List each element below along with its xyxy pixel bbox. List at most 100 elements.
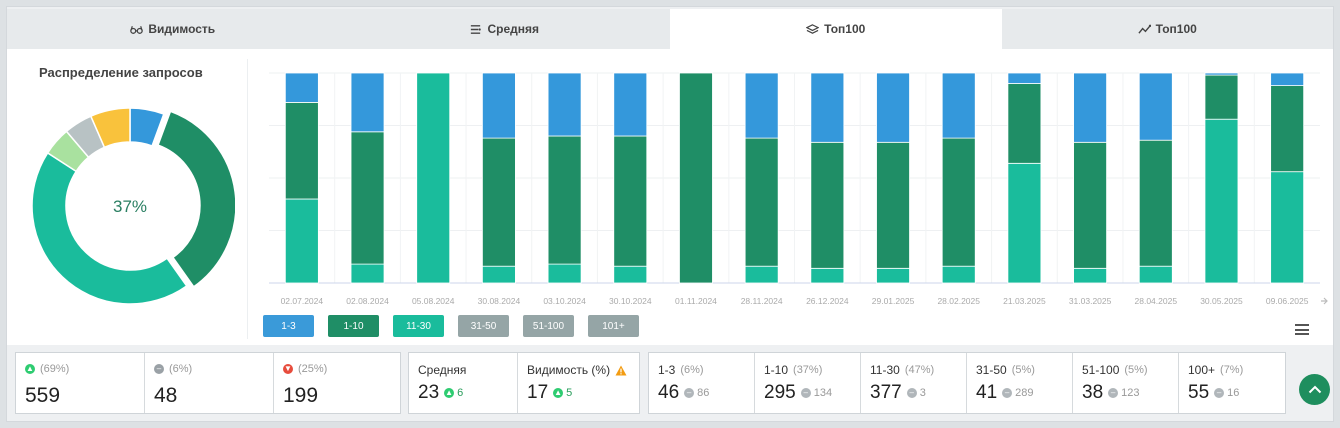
layers-icon bbox=[806, 23, 820, 34]
x-tick-label: 26.12.2024 bbox=[806, 296, 849, 306]
legend-item-101+[interactable]: 101+ bbox=[588, 315, 639, 337]
bar-1-3-30.05.2025[interactable] bbox=[1204, 72, 1239, 76]
bar-1-3-29.01.2025[interactable] bbox=[876, 72, 910, 143]
bar-1-3-30.08.2024[interactable] bbox=[482, 72, 516, 139]
bar-1-10-28.11.2024[interactable] bbox=[744, 137, 779, 267]
tab-label: Топ100 bbox=[824, 22, 866, 36]
bar-1-10-02.07.2024[interactable] bbox=[284, 102, 319, 200]
stat-group-51-100: 51-100 (5%) 38–123 bbox=[1073, 353, 1179, 413]
donut-segment-1-10[interactable] bbox=[157, 110, 235, 288]
tab-label: Видимость bbox=[148, 22, 216, 36]
x-tick-label: 05.08.2024 bbox=[412, 296, 455, 306]
bar-11-30-28.02.2025[interactable] bbox=[941, 265, 976, 284]
bar-11-30-05.08.2024[interactable] bbox=[416, 72, 451, 284]
legend-item-1-3[interactable]: 1-3 bbox=[263, 315, 314, 337]
bar-11-30-30.08.2024[interactable] bbox=[482, 265, 516, 284]
minus-circle-icon: – bbox=[1002, 388, 1013, 398]
tab-label: Средняя bbox=[487, 22, 540, 36]
hamburger-menu-icon[interactable] bbox=[1295, 324, 1309, 335]
x-tick-label: 02.07.2024 bbox=[281, 296, 324, 306]
bar-1-10-01.11.2024[interactable] bbox=[679, 72, 713, 284]
bar-11-30-26.12.2024[interactable] bbox=[810, 267, 845, 284]
x-tick-label: 21.03.2025 bbox=[1003, 296, 1046, 306]
warning-icon[interactable] bbox=[615, 365, 627, 376]
bar-1-10-30.08.2024[interactable] bbox=[482, 137, 516, 267]
bar-11-30-02.07.2024[interactable] bbox=[284, 198, 319, 284]
donut-segment-1-3[interactable] bbox=[129, 107, 165, 147]
chart-panel: Распределение запросов 37% 02.07.2024 02.… bbox=[7, 49, 1333, 345]
stat-delta: 123 bbox=[1121, 387, 1140, 399]
x-tick-label: 30.08.2024 bbox=[478, 296, 521, 306]
bar-11-30-02.08.2024[interactable] bbox=[350, 263, 385, 284]
bar-1-3-09.06.2025[interactable] bbox=[1270, 72, 1305, 87]
bar-1-3-28.04.2025[interactable] bbox=[1138, 72, 1173, 141]
bar-1-3-26.12.2024[interactable] bbox=[810, 72, 845, 143]
donut-center-label: 37% bbox=[113, 197, 147, 216]
legend-item-11-30[interactable]: 11-30 bbox=[393, 315, 444, 337]
bar-11-30-30.10.2024[interactable] bbox=[613, 265, 648, 284]
bar-1-3-21.03.2025[interactable] bbox=[1007, 72, 1042, 84]
bar-1-3-30.10.2024[interactable] bbox=[613, 72, 648, 137]
minus-circle-icon: – bbox=[800, 388, 811, 398]
x-tick-label: 01.11.2024 bbox=[675, 296, 717, 306]
legend-item-31-50[interactable]: 31-50 bbox=[458, 315, 509, 337]
bar-11-30-28.11.2024[interactable] bbox=[744, 265, 779, 284]
scroll-to-top-button[interactable] bbox=[1299, 374, 1330, 405]
x-tick-label: 28.04.2025 bbox=[1135, 296, 1178, 306]
tab-visibility[interactable]: Видимость bbox=[7, 9, 339, 49]
bar-1-10-28.02.2025[interactable] bbox=[941, 137, 976, 267]
stat-value: 23 bbox=[418, 382, 440, 403]
bar-1-10-29.01.2025[interactable] bbox=[876, 141, 910, 269]
scroll-right-icon[interactable] bbox=[1321, 297, 1328, 305]
stat-value: 55 bbox=[1188, 382, 1210, 403]
donut-segment-101+[interactable] bbox=[89, 107, 131, 149]
stat-value: 17 bbox=[527, 382, 549, 403]
tab-top100[interactable]: Топ100 bbox=[670, 9, 1002, 49]
stat-label: 11-30 bbox=[870, 363, 900, 377]
minus-circle-icon: – bbox=[684, 388, 695, 398]
minus-circle-icon: – bbox=[1108, 388, 1119, 398]
stacked-bar-chart: 02.07.2024 02.08.2024 05.08.2024 30.08.2024… bbox=[269, 72, 1328, 306]
bar-1-10-02.08.2024[interactable] bbox=[350, 131, 385, 265]
bar-1-10-26.12.2024[interactable] bbox=[810, 141, 845, 269]
tab-average[interactable]: Средняя bbox=[338, 9, 670, 49]
bar-1-10-03.10.2024[interactable] bbox=[547, 135, 582, 265]
bar-1-10-30.05.2025[interactable] bbox=[1204, 74, 1239, 120]
bar-1-3-02.07.2024[interactable] bbox=[284, 72, 319, 103]
x-tick-label: 03.10.2024 bbox=[543, 296, 586, 306]
bar-11-30-09.06.2025[interactable] bbox=[1270, 171, 1305, 284]
bar-1-3-02.08.2024[interactable] bbox=[350, 72, 385, 133]
bar-11-30-03.10.2024[interactable] bbox=[547, 263, 582, 284]
bar-1-10-31.03.2025[interactable] bbox=[1073, 141, 1107, 269]
arrow-up-circle-icon: ▲ bbox=[25, 364, 35, 374]
donut-segment-11-30[interactable] bbox=[31, 151, 188, 305]
legend-item-51-100[interactable]: 51-100 bbox=[523, 315, 574, 337]
bar-1-3-03.10.2024[interactable] bbox=[547, 72, 582, 137]
bar-1-10-28.04.2025[interactable] bbox=[1138, 139, 1173, 267]
arrow-down-circle-icon: ▼ bbox=[283, 364, 293, 374]
bar-1-10-21.03.2025[interactable] bbox=[1007, 83, 1042, 164]
bar-1-10-09.06.2025[interactable] bbox=[1270, 85, 1305, 173]
tab-top100-trend[interactable]: Топ100 bbox=[1001, 9, 1333, 49]
stat-delta: 134 bbox=[813, 387, 833, 399]
bar-1-3-31.03.2025[interactable] bbox=[1073, 72, 1107, 143]
bar-1-3-28.02.2025[interactable] bbox=[941, 72, 976, 139]
tab-label: Топ100 bbox=[1155, 22, 1197, 36]
bar-11-30-29.01.2025[interactable] bbox=[876, 267, 910, 284]
bar-11-30-30.05.2025[interactable] bbox=[1204, 118, 1239, 284]
x-tick-label: 02.08.2024 bbox=[346, 296, 389, 306]
glasses-icon bbox=[130, 25, 144, 34]
stat-pct: (6%) bbox=[169, 363, 193, 375]
bar-11-30-31.03.2025[interactable] bbox=[1073, 267, 1107, 284]
stat-value: 559 bbox=[25, 384, 61, 407]
stat-pct: (7%) bbox=[1220, 364, 1244, 376]
bar-1-10-30.10.2024[interactable] bbox=[613, 135, 648, 267]
stat-label: 31-50 bbox=[976, 363, 1007, 377]
stat-same: – (6%) 48 bbox=[145, 353, 274, 413]
bar-11-30-21.03.2025[interactable] bbox=[1007, 162, 1042, 284]
bar-1-3-28.11.2024[interactable] bbox=[744, 72, 779, 139]
stats-change-box: ▲ (69%) 559 – (6%) 48 ▼ (25%) 199 bbox=[15, 352, 401, 414]
legend-item-1-10[interactable]: 1-10 bbox=[328, 315, 379, 337]
bar-11-30-28.04.2025[interactable] bbox=[1138, 265, 1173, 284]
trend-icon bbox=[1138, 24, 1151, 34]
